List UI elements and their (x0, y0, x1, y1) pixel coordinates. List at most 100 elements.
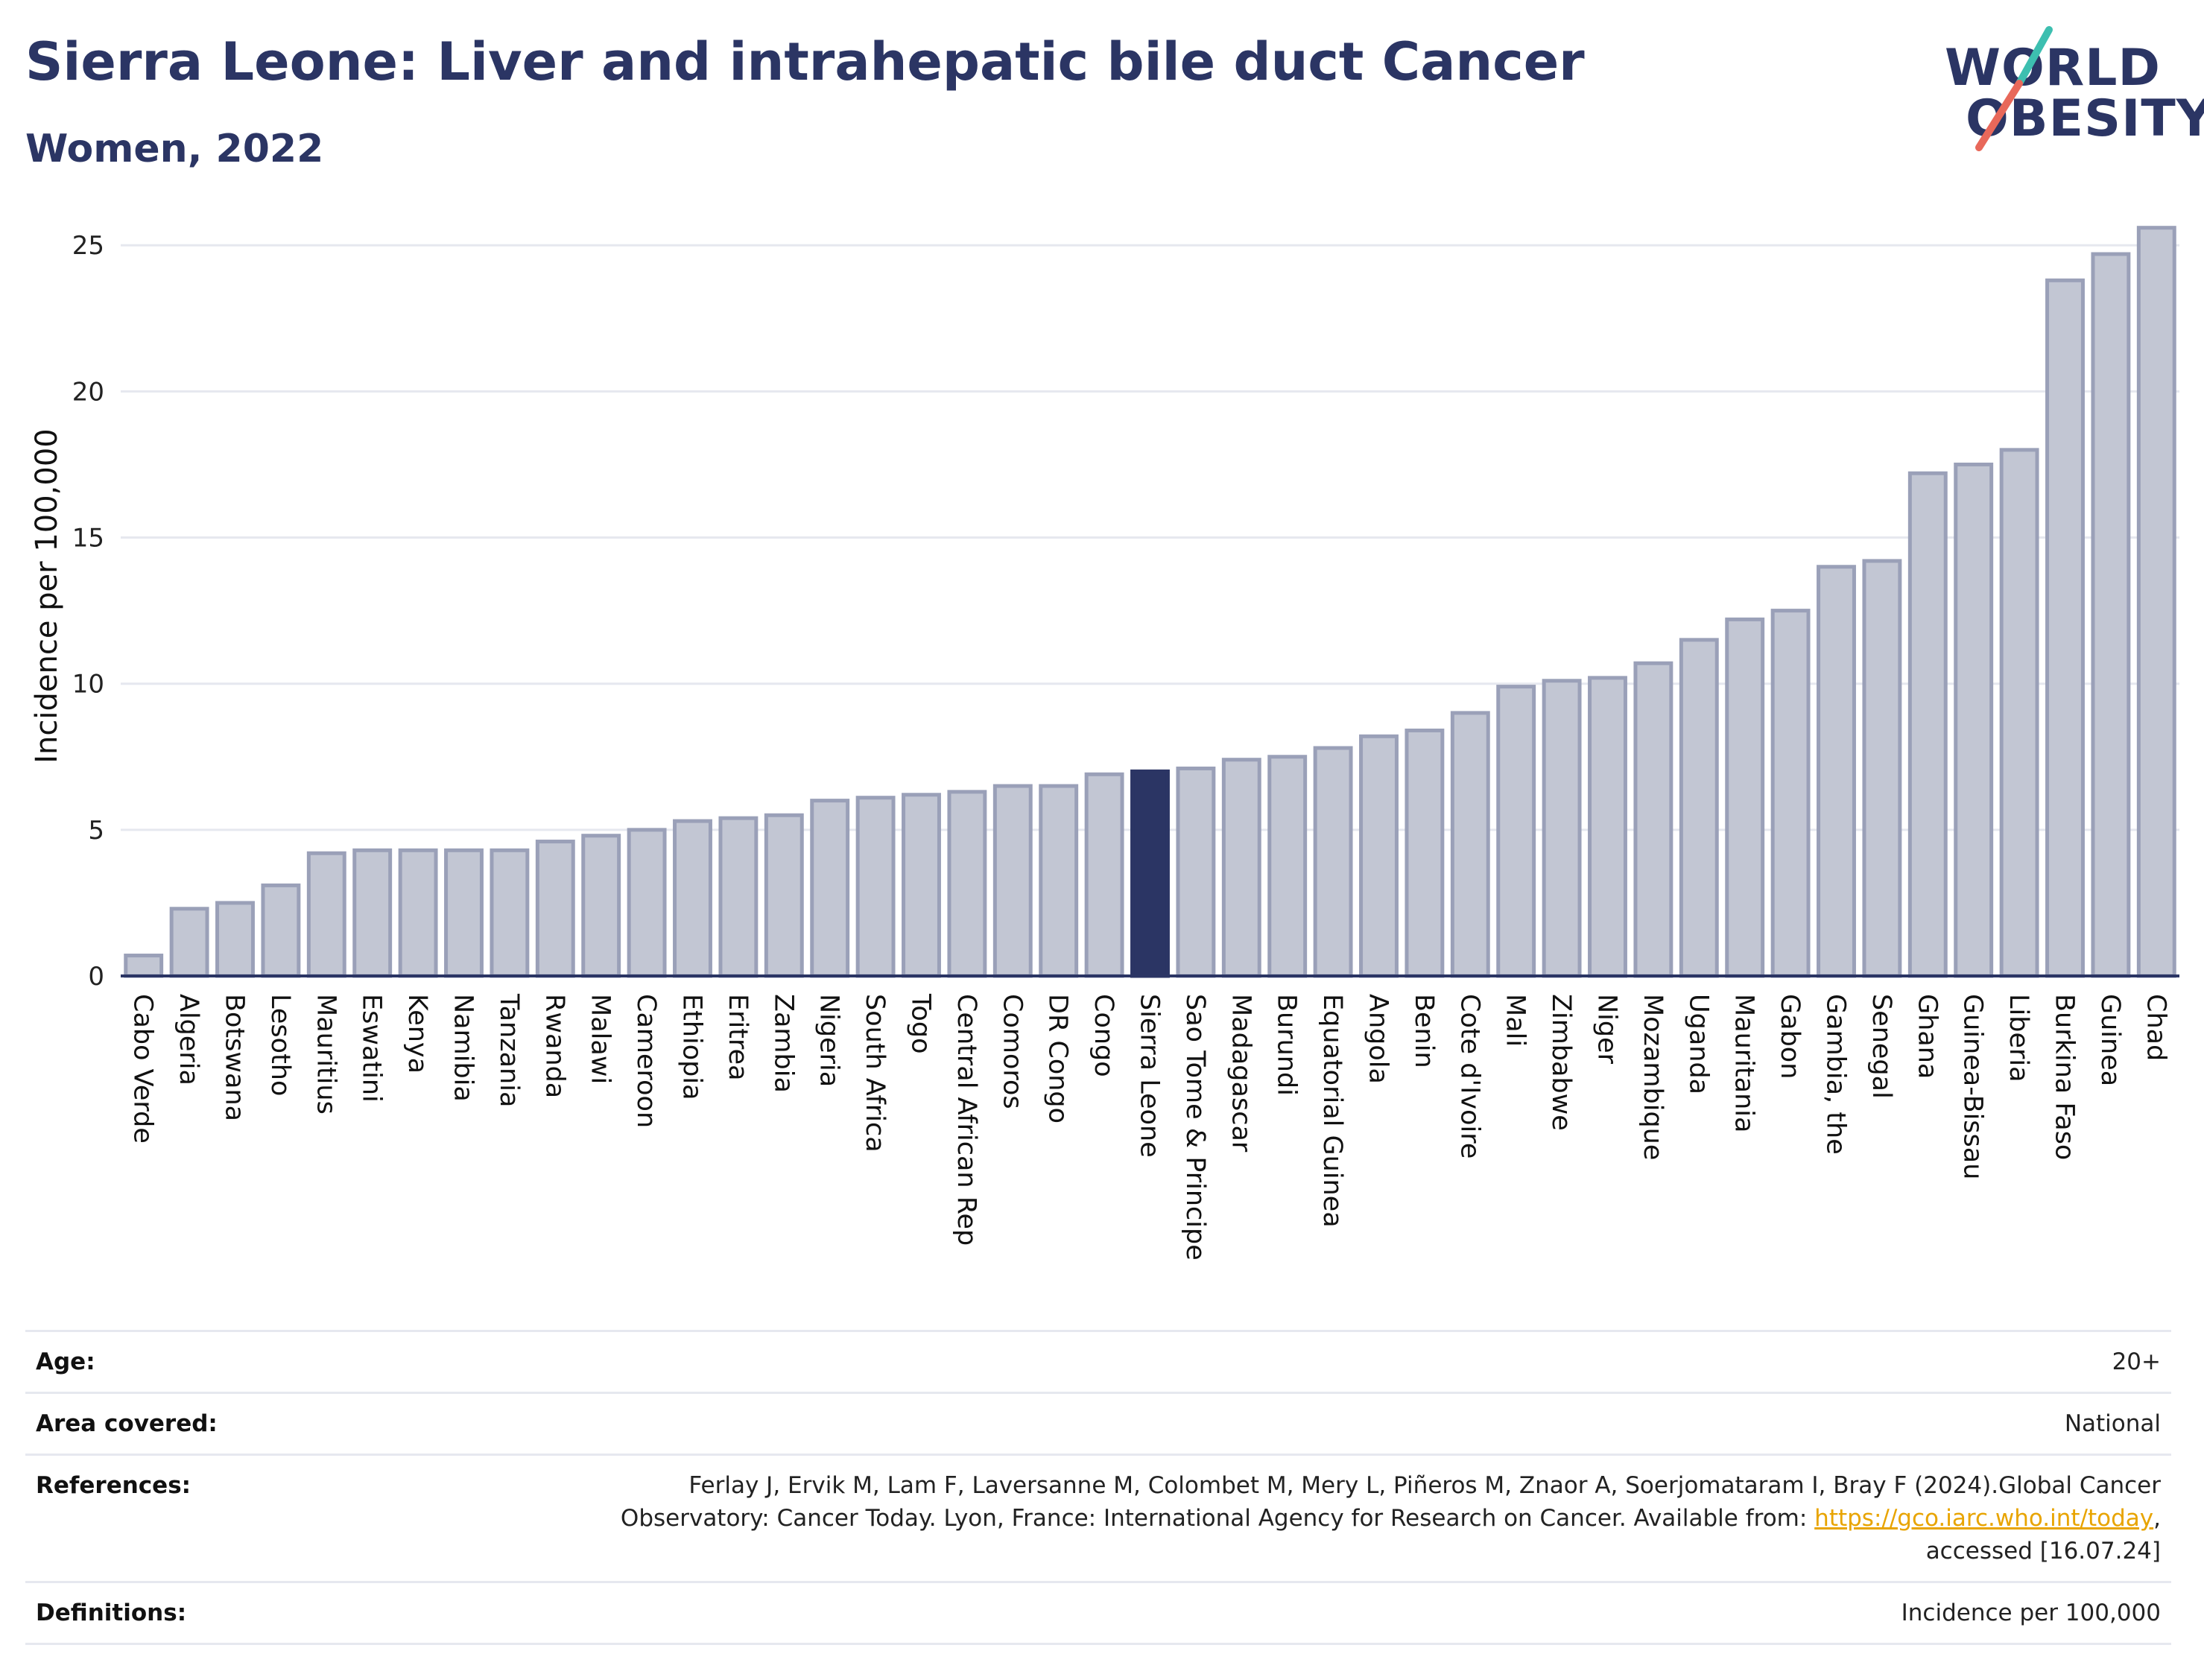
x-tick-label: Togo (906, 993, 936, 1053)
references-line2-text: Observatory: Cancer Today. Lyon, France:… (620, 1505, 1815, 1532)
references-line2-post: , (2153, 1505, 2161, 1532)
bar (169, 907, 209, 978)
x-tick-label: South Africa (860, 994, 890, 1153)
x-tick-label: Cote d'Ivoire (1454, 994, 1484, 1158)
bar (306, 851, 346, 978)
x-tick-label: Guinea (2095, 994, 2125, 1086)
bar (490, 848, 530, 978)
x-tick-label: Central African Rep (951, 994, 981, 1246)
x-tick-label: Namibia (449, 994, 478, 1102)
bar (215, 901, 255, 978)
x-tick-label: Zambia (768, 994, 798, 1093)
y-tick-label: 10 (72, 670, 104, 700)
x-tick-label: Algeria (174, 994, 203, 1085)
x-tick-label: Nigeria (814, 994, 844, 1087)
y-tick-label: 25 (72, 231, 104, 261)
bar-chart: 0 5 10 15 20 25 Incidence per 100,000 Cabo Verd… (30, 226, 2179, 1261)
bar (1496, 685, 1536, 978)
x-tick-label: Cabo Verde (128, 994, 158, 1144)
bar (810, 799, 850, 978)
x-tick-label: Senegal (1866, 994, 1896, 1099)
page-title: Sierra Leone: Liver and intrahepatic bil… (25, 31, 1585, 92)
x-tick-label: Sao Tome & Principe (1180, 994, 1210, 1261)
references-line2: Observatory: Cancer Today. Lyon, France:… (621, 1502, 2161, 1535)
definitions-value: Incidence per 100,000 (1901, 1600, 2161, 1626)
bar (1633, 661, 1673, 978)
page-subtitle: Women, 2022 (25, 127, 324, 171)
x-tick-label: Niger (1592, 994, 1622, 1065)
x-tick-label: Gabon (1775, 994, 1805, 1079)
bar (1999, 448, 2039, 978)
x-tick-label: Eritrea (723, 994, 753, 1081)
bar (1542, 679, 1582, 978)
info-row-definitions: Definitions: Incidence per 100,000 (25, 1581, 2171, 1645)
x-tick-label: Mali (1501, 994, 1530, 1047)
bar (2091, 252, 2131, 978)
bar (1907, 471, 1948, 978)
x-tick-label: DR Congo (1043, 994, 1073, 1123)
x-tick-label: Madagascar (1226, 994, 1255, 1153)
bar (1770, 609, 1811, 978)
bar (1039, 784, 1079, 978)
bar (581, 834, 621, 978)
bar (1359, 734, 1399, 978)
area-value: National (2064, 1410, 2161, 1437)
bar (673, 819, 712, 978)
y-axis-label: Incidence per 100,000 (30, 428, 64, 764)
definitions-label: Definitions: (36, 1600, 187, 1626)
bar (1679, 638, 1719, 978)
bar (1862, 559, 1902, 978)
bar (1267, 755, 1308, 978)
info-row-references: References: Ferlay J, Ervik M, Lam F, La… (25, 1454, 2171, 1581)
x-tick-label: Guinea-Bissau (1958, 994, 1988, 1179)
references-line1: Ferlay J, Ervik M, Lam F, Laversanne M, … (688, 1472, 2161, 1499)
bar (1588, 676, 1627, 978)
bar (1221, 758, 1261, 978)
bar (2136, 226, 2176, 978)
bar (352, 848, 393, 978)
x-tick-label: Gambia, the (1821, 994, 1851, 1155)
x-tick-label: Cameroon (631, 994, 661, 1128)
references-value: Ferlay J, Ervik M, Lam F, Laversanne M, … (621, 1469, 2161, 1568)
logo-line1: WORLD (1945, 39, 2161, 98)
x-tick-label: Mauritius (311, 994, 341, 1115)
bar (902, 793, 941, 978)
x-tick-label: Malawi (586, 994, 615, 1084)
bar (992, 784, 1033, 978)
bar (444, 848, 484, 978)
bar (627, 828, 667, 978)
y-tick-label: 20 (72, 377, 104, 407)
info-row-age: Age: 20+ (25, 1330, 2171, 1392)
bar (1405, 728, 1445, 978)
bar (1450, 711, 1490, 978)
x-tick-label: Eswatini (357, 994, 387, 1103)
x-tick-label: Burkina Faso (2050, 994, 2080, 1160)
age-value: 20+ (2112, 1348, 2161, 1375)
references-line3: accessed [16.07.24] (1925, 1538, 2161, 1565)
x-tick-label: Burundi (1272, 994, 1302, 1096)
x-tick-label: Mozambique (1638, 994, 1668, 1160)
x-tick-label: Mauritania (1729, 994, 1759, 1132)
bar (1817, 565, 1856, 978)
x-tick-label: Chad (2141, 994, 2170, 1061)
bar (1084, 772, 1124, 978)
references-label: References: (36, 1472, 191, 1499)
bar (1954, 462, 1994, 978)
x-tick-label: Tanzania (494, 993, 524, 1107)
bar (1130, 769, 1170, 978)
x-tick-label: Equatorial Guinea (1317, 994, 1347, 1228)
x-tick-label: Liberia (2004, 994, 2033, 1083)
references-link[interactable]: https://gco.iarc.who.int/today (1814, 1505, 2154, 1532)
y-tick-label: 5 (88, 816, 104, 846)
x-tick-label: Angola (1364, 994, 1393, 1084)
bar (1725, 617, 1765, 978)
bar (947, 790, 987, 978)
bar (1176, 766, 1216, 978)
x-tick-label: Sierra Leone (1135, 994, 1165, 1158)
age-label: Age: (36, 1348, 95, 1375)
bar (2045, 278, 2085, 978)
bar (718, 816, 759, 978)
bar (124, 954, 164, 978)
bar (398, 848, 438, 978)
bar (855, 796, 896, 978)
